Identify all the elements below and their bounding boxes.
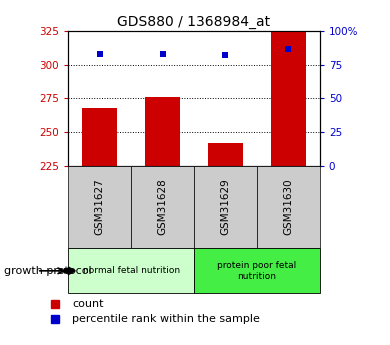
Text: growth protocol: growth protocol <box>4 266 92 276</box>
Text: GSM31628: GSM31628 <box>158 179 168 235</box>
Text: GSM31627: GSM31627 <box>95 179 105 235</box>
Bar <box>194 248 320 293</box>
Text: GSM31630: GSM31630 <box>284 179 293 235</box>
Bar <box>194 166 257 248</box>
Bar <box>208 143 243 166</box>
Text: count: count <box>72 299 103 308</box>
Text: protein poor fetal
nutrition: protein poor fetal nutrition <box>217 261 296 280</box>
Bar <box>82 108 117 166</box>
Bar <box>271 31 306 166</box>
Text: percentile rank within the sample: percentile rank within the sample <box>72 314 260 324</box>
Bar <box>257 166 320 248</box>
Title: GDS880 / 1368984_at: GDS880 / 1368984_at <box>117 14 271 29</box>
Bar <box>68 248 194 293</box>
Bar <box>131 166 194 248</box>
Text: normal fetal nutrition: normal fetal nutrition <box>83 266 180 275</box>
Bar <box>68 166 131 248</box>
Text: GSM31629: GSM31629 <box>220 179 230 235</box>
Bar <box>145 97 180 166</box>
